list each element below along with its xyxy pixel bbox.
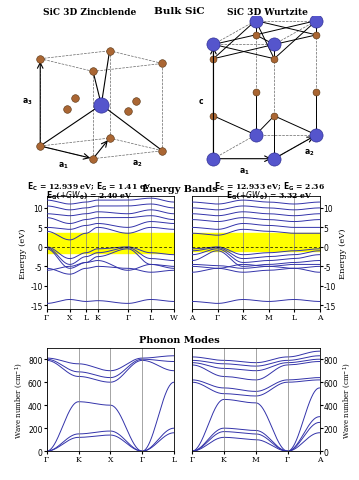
Title: SiC 3D Wurtzite: SiC 3D Wurtzite: [227, 8, 308, 17]
Text: $\mathbf{a_3}$: $\mathbf{a_3}$: [22, 96, 32, 107]
Text: Phonon Modes: Phonon Modes: [139, 336, 220, 345]
Y-axis label: Wave number (cm$^{-1}$): Wave number (cm$^{-1}$): [13, 361, 25, 438]
Text: $\mathbf{E_G}$($+\mathbf{\mathit{GW}_0}$) = 2.40 eV: $\mathbf{E_G}$($+\mathbf{\mathit{GW}_0}$…: [46, 189, 133, 201]
Text: $\mathbf{a_2}$: $\mathbf{a_2}$: [304, 147, 314, 157]
Text: $\mathbf{a_1}$: $\mathbf{a_1}$: [58, 160, 69, 171]
Y-axis label: Wave number (cm$^{-1}$): Wave number (cm$^{-1}$): [341, 361, 353, 438]
Text: Bulk SiC: Bulk SiC: [154, 7, 205, 16]
Text: $\mathbf{c}$: $\mathbf{c}$: [198, 97, 204, 106]
Text: $\mathbf{a_2}$: $\mathbf{a_2}$: [132, 158, 143, 168]
Text: $\mathbf{a_1}$: $\mathbf{a_1}$: [238, 167, 249, 177]
Y-axis label: Energy (eV): Energy (eV): [19, 228, 27, 278]
Text: Energy Bands: Energy Bands: [141, 185, 218, 194]
Text: $\mathbf{E_C}$ = 12.939 eV; $\mathbf{E_G}$ = 1.41 eV: $\mathbf{E_C}$ = 12.939 eV; $\mathbf{E_G…: [27, 180, 152, 192]
Text: $\mathbf{E_C}$ = 12.933 eV; $\mathbf{E_G}$ = 2.36: $\mathbf{E_C}$ = 12.933 eV; $\mathbf{E_G…: [214, 180, 325, 192]
Y-axis label: Energy (eV): Energy (eV): [339, 228, 347, 278]
Text: $\mathbf{E_G}$($+\mathbf{\mathit{GW}_0}$) = 3.32 eV: $\mathbf{E_G}$($+\mathbf{\mathit{GW}_0}$…: [226, 189, 313, 201]
Title: SiC 3D Zincblende: SiC 3D Zincblende: [43, 8, 136, 17]
